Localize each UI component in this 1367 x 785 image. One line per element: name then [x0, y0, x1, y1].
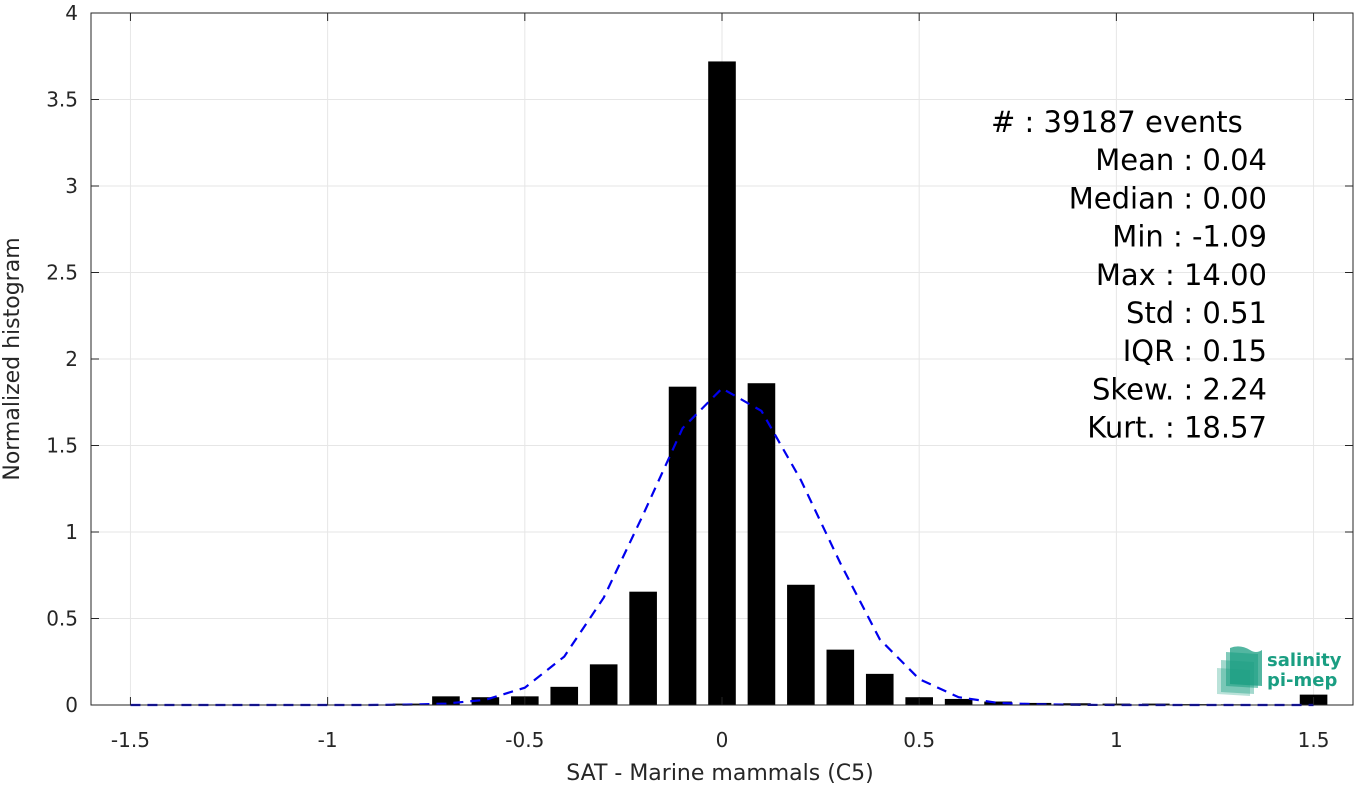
y-tick-label: 3.5 — [46, 88, 78, 112]
x-tick-label: 0.5 — [903, 728, 935, 752]
stat-line: Min : -1.09 — [1112, 220, 1267, 254]
tick-labels: -1.5 -1 -0.5 0 0.5 1 1.5 0 0.5 1 1.5 2 2.5 3 3.5 4 — [46, 1, 1329, 752]
logo-line2: pi-mep — [1267, 670, 1337, 691]
x-axis-title: SAT - Marine mammals (C5) — [566, 761, 874, 785]
axes-frame — [90, 12, 1354, 706]
salinity-pi-mep-logo: salinity pi-mep — [1217, 646, 1342, 696]
histogram-bar — [589, 664, 618, 705]
x-tick-label: 0 — [716, 728, 729, 752]
histogram-bar — [747, 383, 776, 705]
stat-line: Kurt. : 18.57 — [1087, 411, 1267, 445]
stat-line: # : 39187 events — [991, 105, 1243, 139]
x-tick-label: -1 — [318, 728, 338, 752]
histogram-bar — [787, 584, 815, 705]
histogram-bar — [668, 386, 697, 705]
x-tick-label: 1.5 — [1298, 728, 1330, 752]
histogram-bar — [471, 697, 500, 705]
y-tick-label: 2.5 — [46, 261, 78, 285]
y-tick-label: 1 — [65, 520, 78, 544]
histogram-bars — [353, 61, 1328, 706]
y-tick-label: 0.5 — [46, 607, 78, 631]
stat-line: Std : 0.51 — [1126, 296, 1267, 330]
x-tick-label: 1 — [1110, 728, 1123, 752]
y-axis-title: Normalized histogram — [0, 237, 25, 480]
histogram-bar — [865, 673, 894, 705]
y-tick-label: 0 — [65, 693, 78, 717]
stat-line: Max : 14.00 — [1096, 258, 1267, 292]
histogram-bar — [826, 649, 855, 705]
histogram-bar — [944, 698, 973, 705]
histogram-bar — [432, 696, 460, 705]
stat-line: Skew. : 2.24 — [1092, 372, 1267, 406]
y-tick-label: 2 — [65, 347, 78, 371]
histogram-bar — [708, 61, 736, 705]
x-tick-label: -0.5 — [505, 728, 544, 752]
histogram-bar — [550, 686, 579, 705]
x-tick-label: -1.5 — [111, 728, 150, 752]
logo-wave-icon — [1217, 646, 1262, 696]
y-tick-label: 4 — [65, 1, 78, 25]
histogram-bar — [629, 591, 657, 705]
logo-line1: salinity — [1267, 650, 1342, 671]
stat-line: IQR : 0.15 — [1123, 334, 1267, 368]
stat-line: Mean : 0.04 — [1095, 143, 1267, 177]
statistics-annotation: # : 39187 events Mean : 0.04 Median : 0.00… — [991, 105, 1267, 445]
stat-line: Median : 0.00 — [1069, 181, 1267, 215]
y-tick-label: 3 — [65, 174, 78, 198]
y-tick-label: 1.5 — [46, 434, 78, 458]
histogram-bar — [984, 701, 1012, 705]
